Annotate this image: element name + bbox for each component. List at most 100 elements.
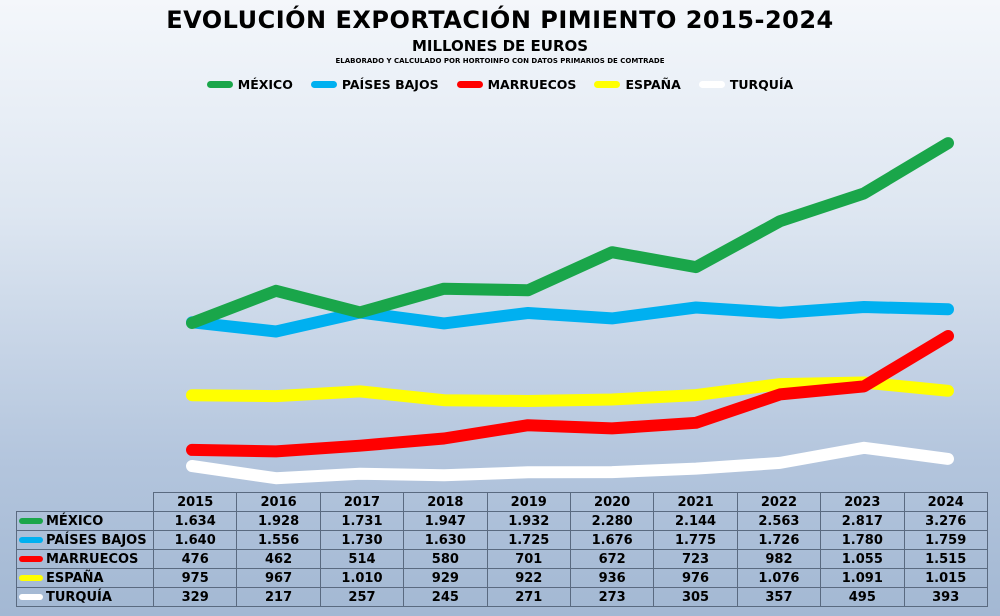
table-cell: 1.634 <box>152 511 238 531</box>
legend-swatch <box>698 81 725 88</box>
table-cell: 1.730 <box>319 530 405 550</box>
row-label: MÉXICO <box>46 513 104 529</box>
legend-label: MARRUECOS <box>487 77 577 92</box>
table-cell: 1.091 <box>820 568 905 588</box>
table-row: MARRUECOS 476 462 514 580 701 672 723 982 1.055 1.… <box>16 549 988 569</box>
table-cell: 1.055 <box>820 549 905 569</box>
table-cell: 217 <box>236 587 321 607</box>
table-cell: 476 <box>152 549 238 569</box>
legend-swatch <box>456 81 483 88</box>
table-cell: 2.280 <box>569 511 655 531</box>
table-year-header: 2024 <box>903 492 988 512</box>
table-cell: 1.947 <box>403 511 488 531</box>
table-cell: 967 <box>236 568 321 588</box>
table-cell: 936 <box>569 568 655 588</box>
table-row-header: MÉXICO <box>16 511 154 531</box>
row-swatch <box>19 518 43 524</box>
table-cell: 672 <box>569 549 655 569</box>
table-year-header: 2020 <box>569 492 655 512</box>
legend-item: MARRUECOS <box>456 77 577 92</box>
table-row-header: TURQUÍA <box>16 587 154 607</box>
table-cell: 1.515 <box>903 549 988 569</box>
table-row-header: ESPAÑA <box>16 568 154 588</box>
chart-source-note: ELABORADO Y CALCULADO POR HORTOINFO CON … <box>335 57 665 65</box>
table-row-header: MARRUECOS <box>16 549 154 569</box>
table-cell: 393 <box>903 587 988 607</box>
table-row: ESPAÑA 975 967 1.010 929 922 936 976 1.076 1.091 1… <box>16 568 988 588</box>
legend-item: MÉXICO <box>206 77 293 92</box>
table-cell: 257 <box>319 587 405 607</box>
table-cell: 357 <box>736 587 822 607</box>
chart-subtitle: MILLONES DE EUROS <box>411 37 589 55</box>
row-label: TURQUÍA <box>46 589 112 605</box>
row-swatch <box>19 575 43 581</box>
table-cell: 982 <box>736 549 822 569</box>
series-line-marruecos <box>186 330 954 458</box>
table-cell: 1.556 <box>236 530 321 550</box>
table-year-header: 2022 <box>736 492 822 512</box>
table-year-header: 2023 <box>820 492 905 512</box>
table-cell: 271 <box>486 587 571 607</box>
row-label: PAÍSES BAJOS <box>46 532 147 548</box>
table-row: MÉXICO 1.634 1.928 1.731 1.947 1.932 2.280 2.14… <box>16 511 988 531</box>
table-cell: 1.928 <box>236 511 321 531</box>
table-row-header: PAÍSES BAJOS <box>16 530 154 550</box>
table-year-header: 2021 <box>653 492 738 512</box>
row-label: MARRUECOS <box>46 551 139 567</box>
table-year-header: 2018 <box>403 492 488 512</box>
table-cell: 305 <box>653 587 738 607</box>
table-cell: 514 <box>319 549 405 569</box>
table-cell: 2.563 <box>736 511 822 531</box>
table-cell: 495 <box>820 587 905 607</box>
table-cell: 1.775 <box>653 530 738 550</box>
table-cell: 1.076 <box>736 568 822 588</box>
table-cell: 929 <box>403 568 488 588</box>
table-cell: 1.630 <box>403 530 488 550</box>
table-cell: 273 <box>569 587 655 607</box>
table-cell: 976 <box>653 568 738 588</box>
table-row: PAÍSES BAJOS 1.640 1.556 1.730 1.630 1.725 1.6… <box>16 530 988 550</box>
table-cell: 1.015 <box>903 568 988 588</box>
table-cell: 1.010 <box>319 568 405 588</box>
table-body: MÉXICO 1.634 1.928 1.731 1.947 1.932 2.280 2.14… <box>16 511 988 607</box>
row-swatch <box>19 537 43 543</box>
series-line-méxico <box>186 137 954 329</box>
series-line-países-bajos <box>186 301 954 338</box>
legend-swatch <box>206 81 233 88</box>
table-cell: 245 <box>403 587 488 607</box>
legend-item: PAÍSES BAJOS <box>310 77 439 92</box>
table-cell: 1.780 <box>820 530 905 550</box>
table-header-row: 2015 2016 2017 2018 2019 2020 2021 2022 2023 2024 <box>16 492 988 512</box>
series-line-españa <box>186 376 954 407</box>
legend-item: ESPAÑA <box>594 77 681 92</box>
data-table: 2015 2016 2017 2018 2019 2020 2021 2022 2023 2024… <box>16 492 988 607</box>
table-year-header: 2019 <box>486 492 571 512</box>
table-cell: 329 <box>152 587 238 607</box>
table-corner <box>16 492 154 512</box>
chart-title: EVOLUCIÓN EXPORTACIÓN PIMIENTO 2015-2024 <box>166 6 834 34</box>
legend-swatch <box>594 81 621 88</box>
table-cell: 462 <box>236 549 321 569</box>
table-row: TURQUÍA 329 217 257 245 271 273 305 357 495 393 <box>16 587 988 607</box>
legend-label: ESPAÑA <box>625 77 681 92</box>
row-swatch <box>19 594 43 600</box>
legend-label: PAÍSES BAJOS <box>341 77 439 92</box>
legend-item: TURQUÍA <box>698 77 794 92</box>
legend-label: MÉXICO <box>237 77 293 92</box>
table-cell: 1.676 <box>569 530 655 550</box>
table-cell: 1.640 <box>152 530 238 550</box>
table-year-header: 2015 <box>152 492 238 512</box>
row-label: ESPAÑA <box>46 570 104 586</box>
row-swatch <box>19 556 43 562</box>
table-cell: 723 <box>653 549 738 569</box>
table-cell: 1.932 <box>486 511 571 531</box>
table-cell: 975 <box>152 568 238 588</box>
table-year-header: 2017 <box>319 492 405 512</box>
legend-label: TURQUÍA <box>729 77 794 92</box>
table-cell: 1.726 <box>736 530 822 550</box>
table-cell: 580 <box>403 549 488 569</box>
table-cell: 1.731 <box>319 511 405 531</box>
table-cell: 701 <box>486 549 571 569</box>
table-cell: 2.144 <box>653 511 738 531</box>
